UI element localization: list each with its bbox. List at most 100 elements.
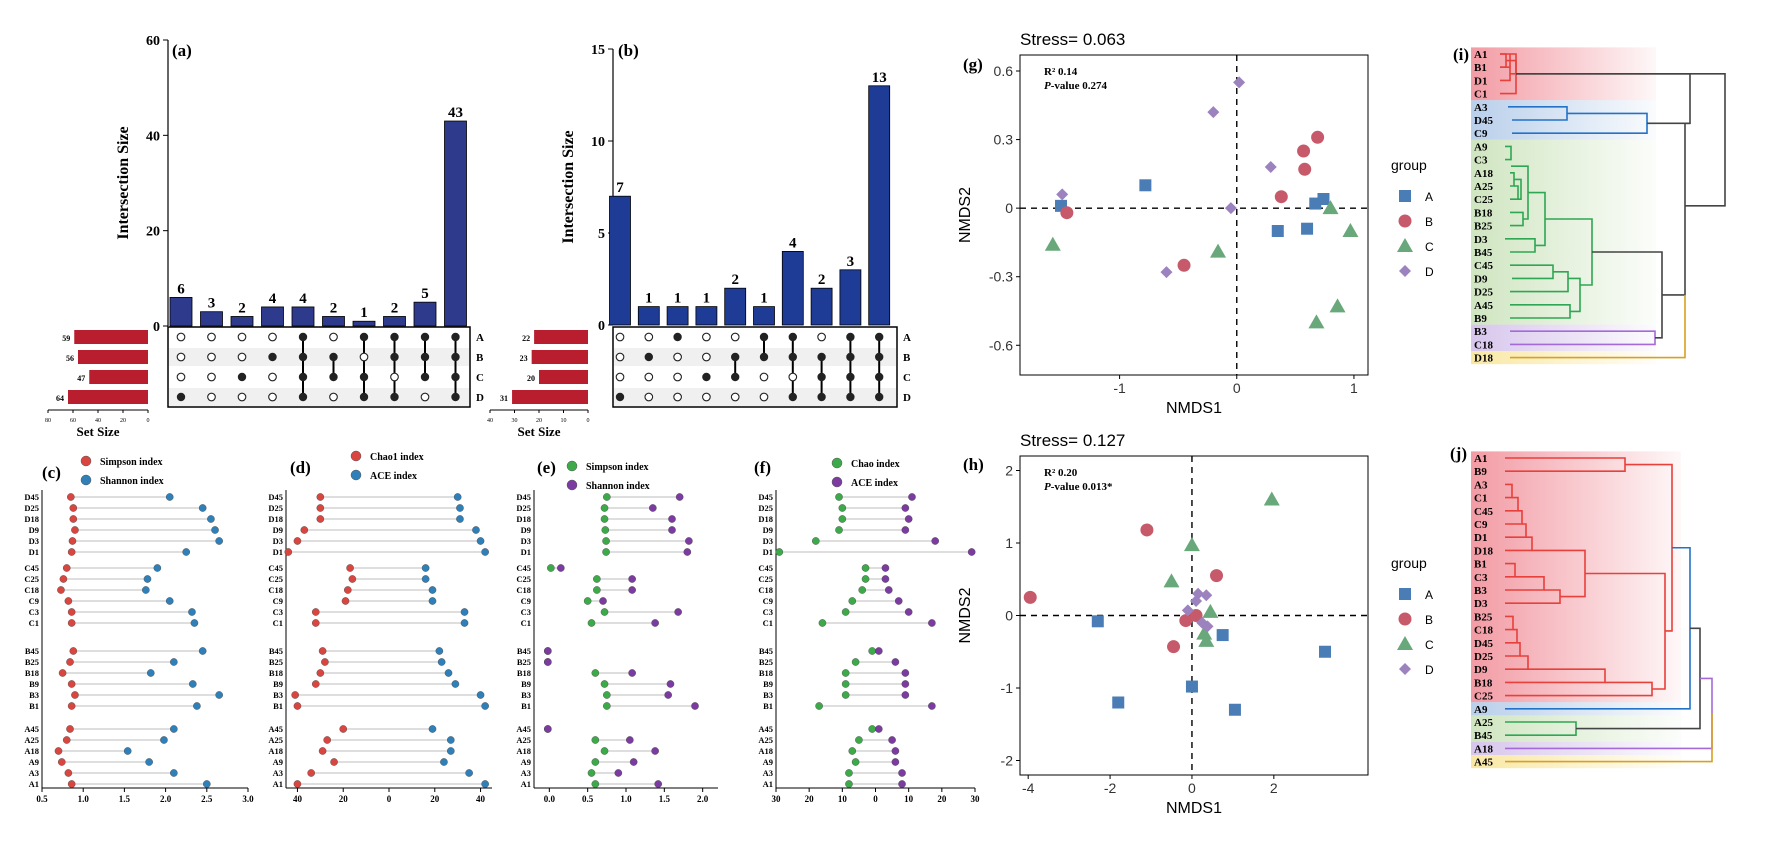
- matrix-dot-empty: [702, 332, 711, 342]
- matrix-dot-empty: [644, 372, 654, 382]
- legend-marker-1: [831, 457, 843, 469]
- intersection-bar: [413, 301, 437, 327]
- panel-label-e: (e): [537, 458, 556, 477]
- y-tick-label: 0: [598, 319, 605, 334]
- legend-label-2: ACE index: [851, 478, 898, 489]
- sample-label: A25: [758, 735, 773, 745]
- lollipop-point-1: [341, 597, 350, 605]
- lollipop-point-2: [891, 747, 900, 755]
- legend-label: A: [1425, 190, 1433, 204]
- legend-label: C: [1425, 240, 1434, 254]
- matrix-dot-filled: [817, 372, 826, 382]
- set-name-label: B: [903, 352, 911, 364]
- nmds-point-triangle: [1183, 537, 1200, 552]
- nmds-point-diamond: [1201, 620, 1214, 633]
- lollipop-point-1: [69, 515, 78, 523]
- lollipop-plot-d: Chao1 index ACE index 40 20 0 20 40 D45D25D18D9…: [268, 450, 492, 804]
- lollipop-point-2: [901, 691, 910, 699]
- bar-value-label: 3: [208, 296, 216, 312]
- leaf-label: A18: [1474, 743, 1493, 755]
- y-tick-label: 20: [146, 225, 160, 240]
- x-tick-label: 40: [476, 794, 486, 804]
- x-tick-label: 0.5: [582, 794, 594, 804]
- nmds-point-triangle: [1196, 625, 1213, 640]
- lollipop-plot-e: Simpson index Shannon index 0.0 0.5 1.0 1.5 2.…: [516, 460, 718, 804]
- y-tick-label: 5: [598, 227, 605, 242]
- sample-label: A1: [29, 779, 39, 789]
- matrix-dot-filled: [788, 332, 797, 342]
- lollipop-point-1: [348, 575, 357, 583]
- y-tick-label: 60: [146, 34, 160, 49]
- leaf-label: A1: [1474, 49, 1487, 61]
- nmds-point-circle: [1398, 612, 1412, 626]
- nmds-point-square: [1228, 703, 1241, 716]
- lollipop-point-2: [481, 548, 489, 556]
- lollipop-point-1: [339, 725, 348, 733]
- nmds-point-square: [1216, 629, 1229, 642]
- lollipop-point-2: [481, 780, 489, 788]
- leaf-label: B25: [1474, 221, 1493, 233]
- sample-label: D3: [521, 536, 531, 546]
- lollipop-point-2: [651, 619, 659, 627]
- set-size-value: 59: [62, 334, 70, 343]
- leaf-label: B9: [1474, 313, 1487, 325]
- sample-label: A45: [516, 724, 531, 734]
- lollipop-point-1: [838, 515, 847, 523]
- sample-label: A18: [516, 746, 531, 756]
- panel-label-h: (h): [963, 455, 984, 474]
- panel-label-c: (c): [42, 463, 61, 482]
- nmds-point-diamond: [1224, 202, 1237, 215]
- sample-label: D1: [521, 547, 531, 557]
- dendrogram-link: [1505, 496, 1519, 512]
- matrix-dot-filled: [420, 332, 430, 342]
- panel-label-j: (j): [1450, 444, 1467, 463]
- panel-label-g: (g): [963, 55, 983, 74]
- lollipop-point-1: [841, 691, 850, 699]
- lollipop-point-2: [440, 758, 448, 766]
- matrix-row: [614, 388, 896, 406]
- lollipop-point-1: [835, 526, 843, 534]
- matrix-dot-filled: [176, 392, 186, 402]
- legend-marker-2: [566, 479, 578, 491]
- set-name-label: B: [476, 352, 484, 364]
- intersection-bar: [609, 195, 631, 326]
- lollipop-point-1: [68, 537, 77, 545]
- nmds-point-triangle: [1397, 636, 1413, 650]
- nmds-point-triangle: [1198, 632, 1215, 647]
- sample-label: D18: [24, 514, 39, 524]
- sample-label: D18: [758, 514, 773, 524]
- sample-label: A25: [24, 735, 39, 745]
- dendrogram-link: [1505, 562, 1516, 578]
- lollipop-point-1: [71, 691, 79, 699]
- set-size-value: 23: [520, 354, 528, 363]
- nmds-point-square: [1185, 680, 1198, 693]
- lollipop-point-2: [967, 548, 976, 556]
- lollipop-point-1: [291, 691, 299, 699]
- lollipop-point-2: [901, 526, 910, 534]
- lollipop-point-2: [544, 725, 552, 733]
- sample-label: A3: [763, 768, 773, 778]
- legend-label: D: [1425, 265, 1434, 279]
- sample-label: C45: [758, 563, 773, 573]
- lollipop-point-2: [628, 586, 636, 594]
- matrix-dot-filled: [788, 392, 797, 402]
- cluster-background: [1471, 451, 1681, 703]
- y-tick-label: 40: [146, 129, 160, 144]
- x-tick-label: 20: [430, 794, 440, 804]
- x-tick-label: -4: [1022, 780, 1035, 796]
- y-axis-title: NMDS2: [957, 587, 974, 643]
- leaf-label: A45: [1474, 757, 1493, 769]
- x-tick-label: 3.0: [242, 794, 254, 804]
- sample-label: D18: [268, 514, 283, 524]
- matrix-dot-empty: [615, 332, 625, 342]
- lollipop-point-1: [54, 747, 63, 755]
- sample-label: B1: [273, 701, 283, 711]
- lollipop-point-1: [868, 725, 876, 733]
- matrix-dot-empty: [268, 392, 277, 402]
- matrix-dot-filled: [731, 352, 740, 362]
- set-size-tick-label: 20: [536, 418, 542, 424]
- sample-label: A45: [24, 724, 39, 734]
- leaf-label: B45: [1474, 730, 1493, 742]
- legend-marker-2: [831, 476, 843, 488]
